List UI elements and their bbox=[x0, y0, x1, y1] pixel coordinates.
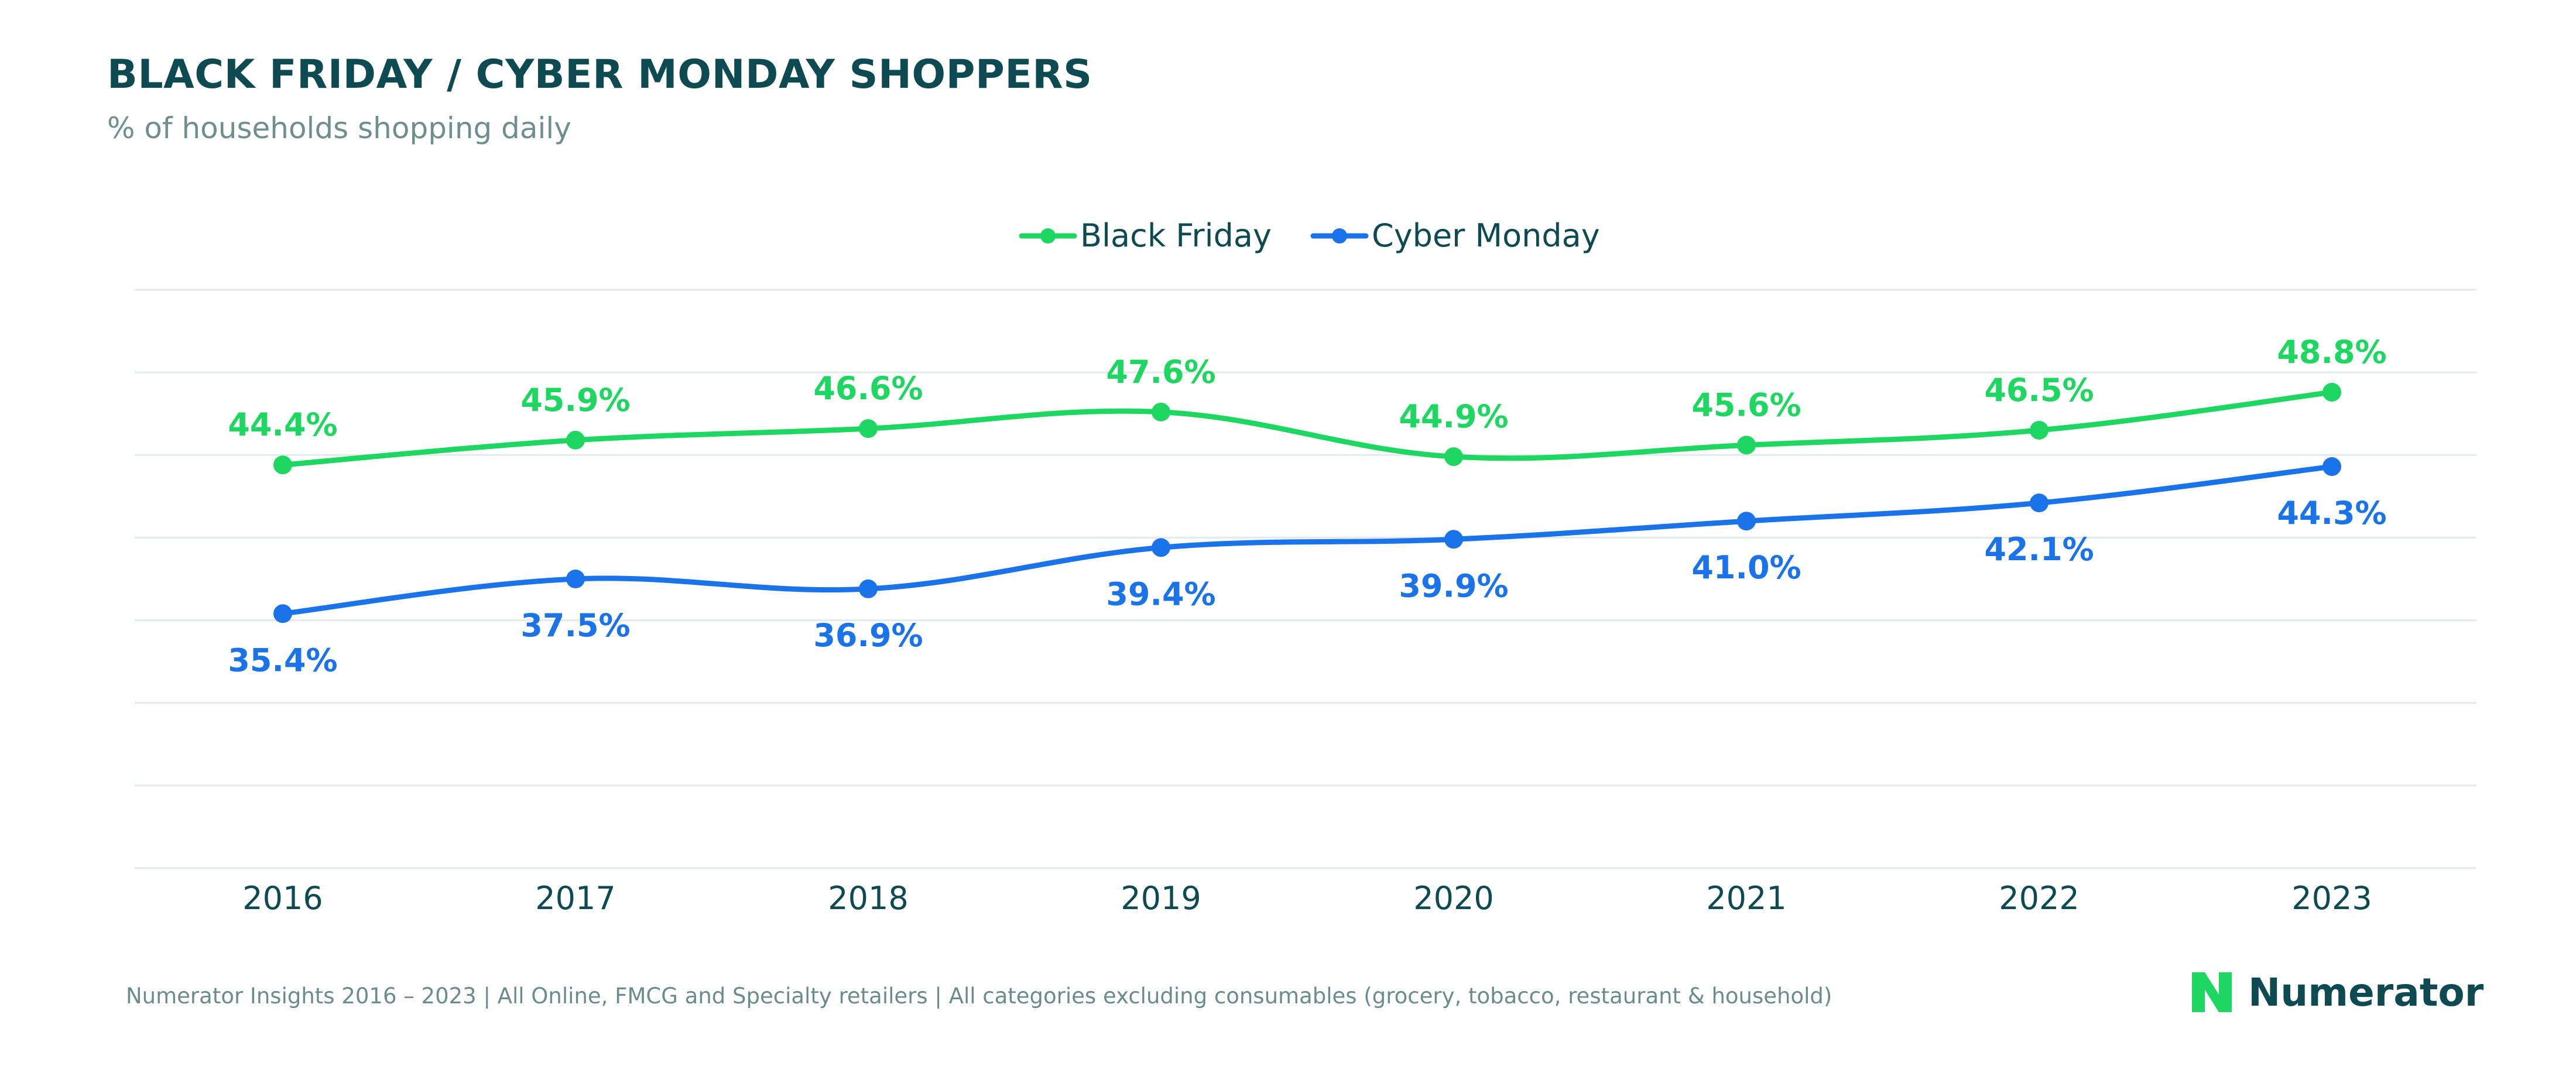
data-point bbox=[2030, 493, 2049, 513]
x-axis: 2016 2017 2018 2019 2020 2021 2022 2023 bbox=[242, 880, 2372, 917]
data-point bbox=[2030, 420, 2049, 440]
gridlines bbox=[135, 289, 2476, 869]
data-point bbox=[859, 419, 878, 438]
legend-label: Cyber Monday bbox=[1372, 217, 1600, 254]
data-label: 45.6% bbox=[1691, 386, 1801, 423]
series-line bbox=[280, 389, 2335, 468]
legend-marker bbox=[1332, 228, 1347, 244]
data-point bbox=[566, 430, 585, 450]
data-point bbox=[2322, 383, 2341, 402]
legend-item: Cyber Monday bbox=[1310, 217, 1600, 254]
numerator-logo-icon bbox=[2192, 972, 2232, 1012]
series-cyber-monday: 35.4% 37.5% 36.9% 39.4% 39.9% 41.0% 42.1% 44.3% bbox=[228, 457, 2387, 678]
x-tick-label: 2017 bbox=[535, 880, 615, 917]
data-point bbox=[2322, 457, 2341, 476]
data-label: 39.9% bbox=[1399, 567, 1508, 604]
legend-item: Black Friday bbox=[1019, 217, 1272, 254]
data-label: 46.6% bbox=[813, 370, 923, 407]
x-tick-label: 2022 bbox=[1999, 880, 2079, 917]
x-tick-label: 2018 bbox=[828, 880, 908, 917]
data-label: 48.8% bbox=[2277, 334, 2386, 371]
legend: Black Friday Cyber Monday bbox=[1019, 217, 1600, 254]
brand-logo: Numerator bbox=[2188, 966, 2483, 1019]
data-point bbox=[273, 455, 292, 475]
x-tick-label: 2021 bbox=[1706, 880, 1786, 917]
brand-name: Numerator bbox=[2248, 969, 2484, 1015]
data-label: 46.5% bbox=[1984, 372, 2094, 409]
data-point bbox=[1737, 512, 1756, 531]
chart-subtitle: % of households shopping daily bbox=[107, 111, 571, 145]
data-point bbox=[859, 579, 878, 598]
series-black-friday: 44.4% 45.9% 46.6% 47.6% 44.9% 45.6% 46.5% 48.8% bbox=[228, 334, 2387, 475]
series-line bbox=[280, 464, 2335, 616]
data-label: 44.9% bbox=[1399, 398, 1508, 435]
data-point bbox=[1444, 447, 1463, 467]
data-label: 41.0% bbox=[1691, 549, 1801, 586]
data-point bbox=[1152, 402, 1170, 421]
data-point bbox=[1444, 530, 1463, 549]
x-tick-label: 2016 bbox=[242, 880, 323, 917]
legend-marker bbox=[1040, 228, 1056, 244]
legend-label: Black Friday bbox=[1080, 217, 1272, 254]
data-point bbox=[1737, 436, 1756, 455]
chart-title: BLACK FRIDAY / CYBER MONDAY SHOPPERS bbox=[107, 52, 1092, 98]
data-point bbox=[566, 570, 585, 588]
data-label: 45.9% bbox=[520, 382, 630, 419]
data-label: 37.5% bbox=[520, 607, 630, 644]
data-point bbox=[273, 604, 292, 623]
data-label: 39.4% bbox=[1106, 575, 1215, 612]
x-tick-label: 2020 bbox=[1413, 880, 1493, 917]
data-label: 44.3% bbox=[2277, 495, 2386, 532]
data-label: 42.1% bbox=[1984, 531, 2094, 568]
data-point bbox=[1152, 538, 1170, 557]
data-label: 35.4% bbox=[228, 642, 337, 678]
data-label: 44.4% bbox=[228, 406, 337, 443]
data-label: 36.9% bbox=[813, 617, 923, 654]
series-lines: 44.4% 45.9% 46.6% 47.6% 44.9% 45.6% 46.5% 48.8%… bbox=[228, 334, 2386, 678]
x-tick-label: 2023 bbox=[2291, 880, 2372, 917]
data-label: 47.6% bbox=[1106, 354, 1215, 390]
x-tick-label: 2019 bbox=[1121, 880, 1201, 917]
source-note: Numerator Insights 2016 – 2023 | All Onl… bbox=[126, 983, 1832, 1009]
